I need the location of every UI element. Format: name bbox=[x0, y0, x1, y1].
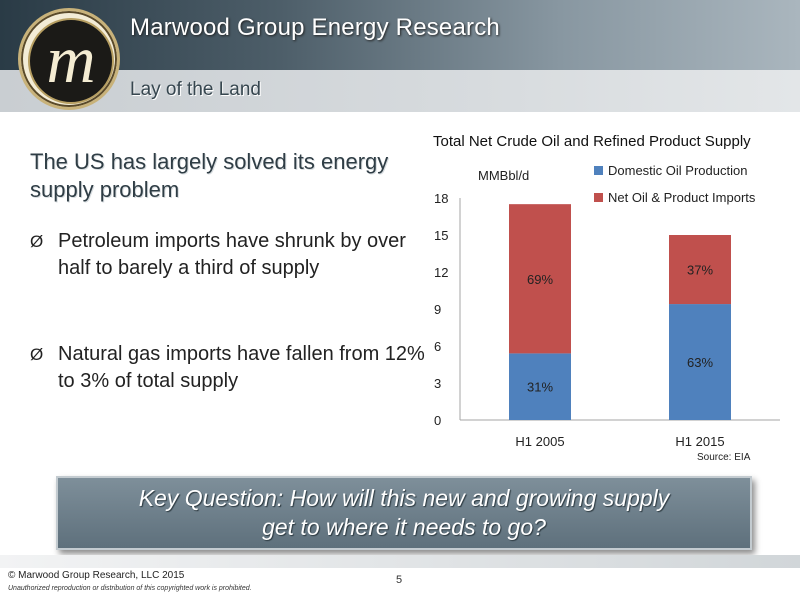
logo-monogram: m bbox=[28, 18, 114, 104]
legend-label: Net Oil & Product Imports bbox=[608, 190, 756, 205]
subheader-bar bbox=[0, 70, 800, 112]
copyright: © Marwood Group Research, LLC 2015 bbox=[8, 570, 185, 581]
bullet-text: Natural gas imports have fallen from 12%… bbox=[58, 343, 425, 392]
y-tick-label: 12 bbox=[434, 265, 448, 280]
marwood-logo: m bbox=[18, 8, 120, 110]
key-question-text: Key Question: How will this new and grow… bbox=[58, 484, 750, 542]
y-tick-label: 18 bbox=[434, 191, 448, 206]
y-tick-label: 9 bbox=[434, 302, 441, 317]
headline: The US has largely solved its energy sup… bbox=[30, 149, 389, 202]
y-tick-label: 3 bbox=[434, 376, 441, 391]
stacked-bar-chart: 0 3 6 9 12 15 18 MMBbl/d 31% 69% H1 2005 63% 37% H1 2… bbox=[434, 163, 780, 449]
x-tick-label: H1 2015 bbox=[675, 434, 724, 449]
legend-label: Domestic Oil Production bbox=[608, 163, 747, 178]
data-label: 37% bbox=[687, 263, 713, 278]
data-label: 31% bbox=[527, 380, 553, 395]
legend-swatch bbox=[594, 166, 603, 175]
section-subtitle: Lay of the Land bbox=[130, 79, 261, 100]
y-axis-label: MMBbl/d bbox=[478, 168, 529, 183]
key-question-line: Key Question: How will this new and grow… bbox=[138, 485, 670, 511]
page-number: 5 bbox=[396, 574, 403, 586]
page-title: Marwood Group Energy Research bbox=[130, 14, 500, 41]
source-note: Source: EIA bbox=[697, 452, 751, 463]
bar-segment bbox=[509, 353, 571, 420]
y-tick-label: 0 bbox=[434, 413, 441, 428]
key-question-line: get to where it needs to go? bbox=[262, 514, 546, 540]
data-label: 63% bbox=[687, 355, 713, 370]
bullet-text: Petroleum imports have shrunk by over ha… bbox=[58, 230, 406, 279]
data-label: 69% bbox=[527, 272, 553, 287]
y-tick-label: 6 bbox=[434, 339, 441, 354]
y-tick-label: 15 bbox=[434, 228, 448, 243]
legend-swatch bbox=[594, 193, 603, 202]
bar-segment bbox=[509, 204, 571, 354]
bar-segment bbox=[669, 235, 731, 305]
arrow-bullet-icon: Ø bbox=[30, 345, 44, 364]
logo-letter: m bbox=[46, 21, 96, 97]
header-bar bbox=[0, 0, 800, 70]
chart-title: Total Net Crude Oil and Refined Product … bbox=[433, 133, 751, 150]
arrow-bullet-icon: Ø bbox=[30, 232, 44, 251]
key-question-box: Key Question: How will this new and grow… bbox=[56, 476, 752, 550]
x-tick-label: H1 2005 bbox=[515, 434, 564, 449]
bar-segment bbox=[669, 304, 731, 420]
copyright-notice: Unauthorized reproduction or distributio… bbox=[8, 585, 252, 592]
footer-bar bbox=[0, 555, 800, 568]
